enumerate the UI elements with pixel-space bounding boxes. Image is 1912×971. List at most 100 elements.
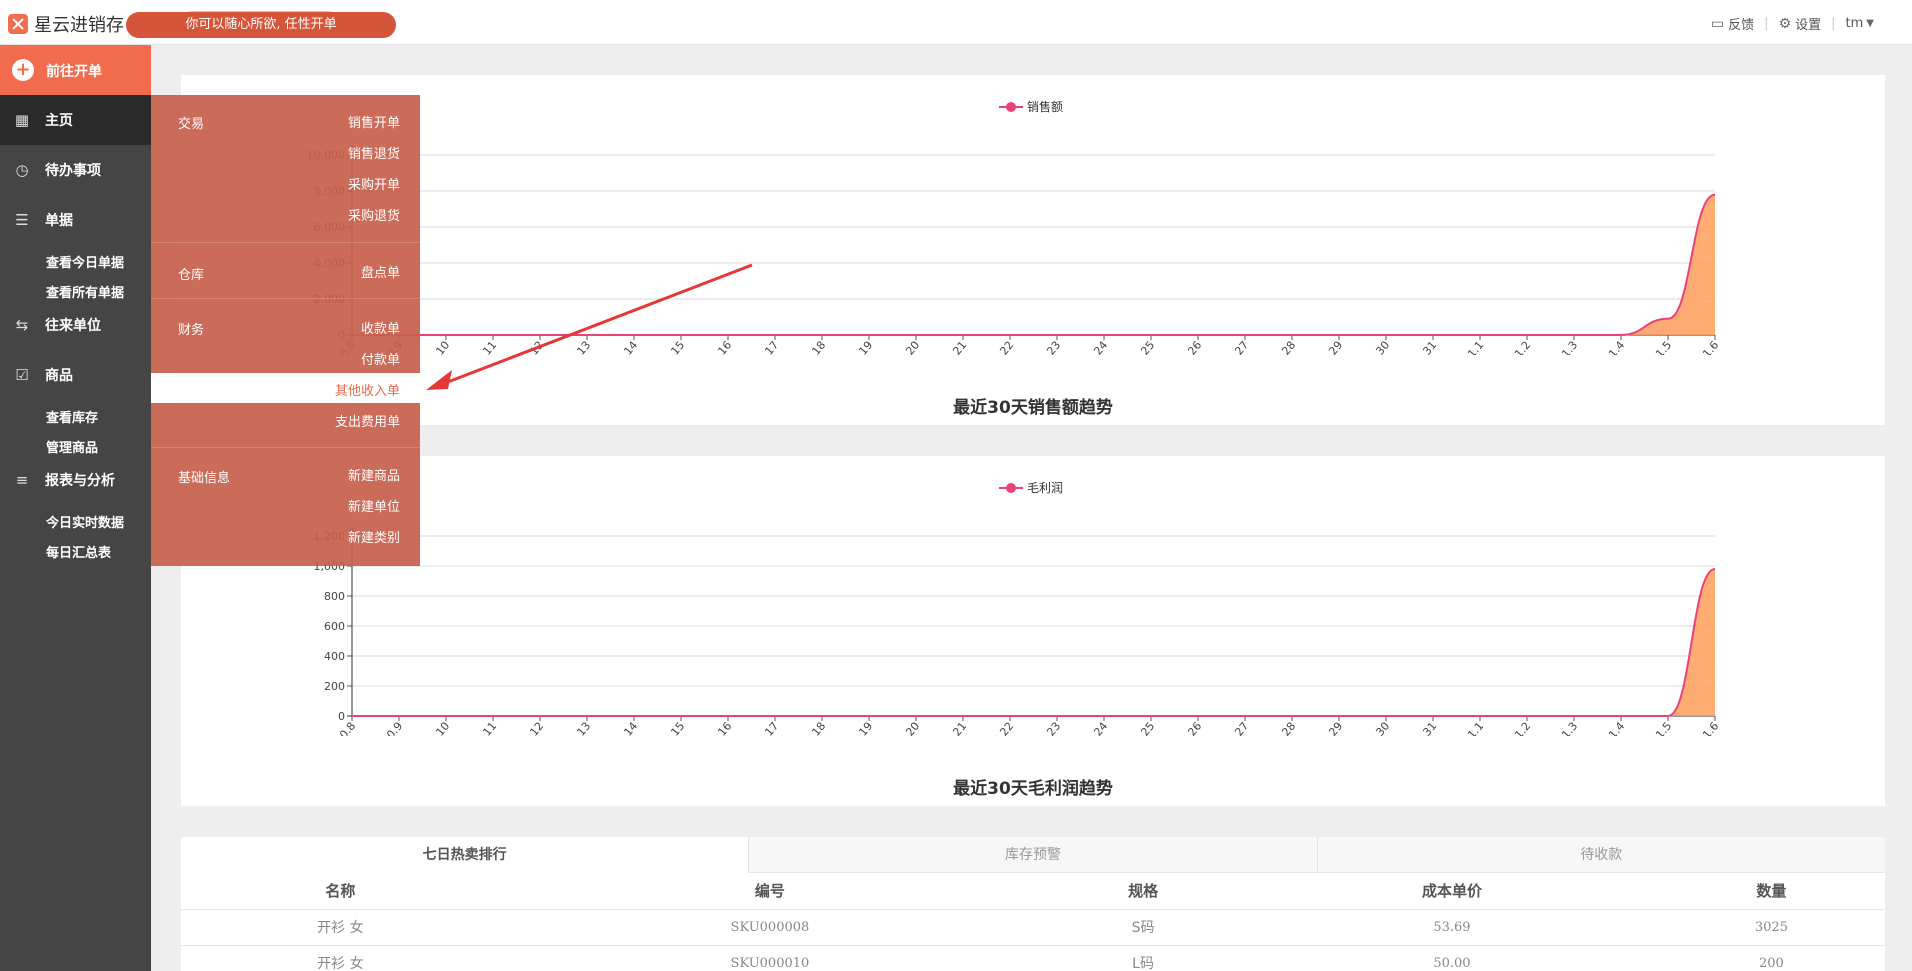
sidebar-item-documents[interactable]: ☰ 单据 bbox=[0, 205, 151, 235]
sales-legend-label: 销售额 bbox=[1027, 100, 1064, 114]
menu-link-new-category[interactable]: 新建类别 bbox=[347, 531, 400, 546]
feedback-link[interactable]: 反馈 bbox=[1728, 18, 1755, 33]
menu-link-new-goods[interactable]: 新建商品 bbox=[347, 469, 400, 484]
tab-hot-sales[interactable]: 七日热卖排行 bbox=[181, 837, 749, 873]
open-order-notice[interactable]: 你可以随心所欲, 任性开单 bbox=[126, 12, 396, 38]
table-row[interactable]: 开衫 女 SKU000010 L码 50.00 200 bbox=[181, 945, 1885, 971]
x-tick-label: 10.12 bbox=[516, 339, 546, 355]
x-tick-label: 10.12 bbox=[516, 720, 546, 736]
x-tick-label: 10.10 bbox=[422, 720, 452, 736]
cell-name: 开衫 女 bbox=[181, 909, 500, 946]
x-tick-label: 10.19 bbox=[845, 339, 875, 355]
y-tick-label: 800 bbox=[324, 590, 345, 603]
menu-link-payment[interactable]: 付款单 bbox=[360, 353, 400, 368]
sidebar-sub-daily-summary[interactable]: 每日汇总表 bbox=[46, 546, 112, 561]
sidebar-sub-inventory[interactable]: 查看库存 bbox=[46, 411, 99, 426]
x-tick-label: 11.6 bbox=[1696, 720, 1722, 736]
sidebar-item-reports[interactable]: ≡ 报表与分析 bbox=[0, 465, 151, 495]
menu-section-warehouse bbox=[151, 243, 420, 299]
x-tick-label: 10.25 bbox=[1127, 720, 1157, 736]
user-menu[interactable]: tm bbox=[1845, 16, 1864, 31]
x-tick-label: 10.8 bbox=[333, 720, 359, 736]
x-tick-label: 10.24 bbox=[1080, 339, 1110, 355]
plus-icon: + bbox=[12, 59, 34, 81]
x-tick-label: 11.3 bbox=[1555, 339, 1581, 355]
sidebar-item-home[interactable]: ▦ 主页 bbox=[0, 95, 151, 145]
x-tick-label: 10.13 bbox=[563, 720, 593, 736]
table-header-row: 名称 编号 规格 成本单价 数量 bbox=[181, 873, 1885, 910]
x-tick-label: 10.15 bbox=[657, 339, 687, 355]
sidebar-todo-label: 待办事项 bbox=[45, 163, 101, 179]
menu-link-stocktake[interactable]: 盘点单 bbox=[360, 266, 400, 281]
sidebar-sub-realtime[interactable]: 今日实时数据 bbox=[46, 516, 125, 531]
sales-chart-title: 最近30天销售额趋势 bbox=[953, 398, 1113, 418]
feedback-icon[interactable]: ▭ bbox=[1710, 15, 1725, 32]
profit-chart: 02004006008001,0001,20010.810.910.1010.1… bbox=[314, 526, 1722, 736]
menu-link-other-income[interactable]: 其他收入单 bbox=[334, 384, 400, 399]
sidebar-home-row: ▦ 主页 bbox=[0, 105, 151, 135]
top-right-actions: ▭ 反馈 | ⚙ 设置 | tm ▼ bbox=[1710, 14, 1878, 34]
x-tick-label: 10.11 bbox=[469, 720, 499, 736]
table-row[interactable]: 开衫 女 SKU000008 S码 53.69 3025 bbox=[181, 909, 1885, 946]
list-icon: ☰ bbox=[15, 211, 29, 229]
sidebar-item-goods[interactable]: ☑ 商品 bbox=[0, 360, 151, 390]
x-tick-label: 11.1 bbox=[1461, 339, 1487, 355]
sidebar-sub-all-docs[interactable]: 查看所有单据 bbox=[46, 286, 125, 301]
menu-link-purchase-return[interactable]: 采购退货 bbox=[347, 209, 400, 224]
x-tick-label: 10.21 bbox=[939, 339, 969, 355]
menu-cat-basic: 基础信息 bbox=[178, 471, 231, 486]
gear-icon[interactable]: ⚙ bbox=[1778, 15, 1792, 32]
profit-legend[interactable]: 毛利润 bbox=[999, 479, 1063, 496]
col-code: 编号 bbox=[499, 873, 1041, 910]
x-tick-label: 11.4 bbox=[1602, 339, 1628, 355]
legend-marker bbox=[999, 101, 1023, 113]
y-tick-label: 0 bbox=[338, 710, 345, 723]
x-tick-label: 10.18 bbox=[798, 720, 828, 736]
menu-link-purchase-order[interactable]: 采购开单 bbox=[347, 178, 400, 193]
x-tick-label: 10.22 bbox=[986, 339, 1016, 355]
cell-name: 开衫 女 bbox=[181, 945, 500, 971]
x-tick-label: 11.3 bbox=[1555, 720, 1581, 736]
cell-spec: L码 bbox=[1040, 945, 1247, 971]
sidebar-sub-today-docs[interactable]: 查看今日单据 bbox=[46, 256, 125, 271]
col-spec: 规格 bbox=[1040, 873, 1247, 910]
app-logo[interactable]: 星云进销存 bbox=[8, 11, 124, 37]
x-tick-label: 10.19 bbox=[845, 720, 875, 736]
x-tick-label: 10.14 bbox=[610, 339, 640, 355]
logo-icon bbox=[8, 14, 28, 34]
chevron-down-icon[interactable]: ▼ bbox=[1866, 18, 1874, 29]
sidebar-item-contacts[interactable]: ⇆ 往来单位 bbox=[0, 310, 151, 340]
clock-icon: ◷ bbox=[15, 161, 29, 179]
sidebar-item-todo[interactable]: ◷ 待办事项 bbox=[0, 155, 151, 185]
x-tick-label: 10.9 bbox=[380, 720, 406, 736]
menu-link-receipt[interactable]: 收款单 bbox=[360, 322, 400, 337]
settings-link[interactable]: 设置 bbox=[1795, 18, 1822, 33]
tab-receivables[interactable]: 待收款 bbox=[1316, 837, 1885, 873]
profit-chart-title: 最近30天毛利润趋势 bbox=[953, 779, 1113, 799]
app-name: 星云进销存 bbox=[34, 15, 124, 36]
x-tick-label: 10.20 bbox=[892, 339, 922, 355]
profit-legend-label: 毛利润 bbox=[1027, 481, 1064, 495]
sales-legend[interactable]: 销售额 bbox=[999, 98, 1063, 115]
checkbox-icon: ☑ bbox=[15, 366, 29, 384]
x-tick-label: 11.4 bbox=[1602, 720, 1628, 736]
x-tick-label: 11.6 bbox=[1696, 339, 1722, 355]
x-tick-label: 10.27 bbox=[1221, 720, 1251, 736]
x-tick-label: 10.23 bbox=[1033, 720, 1063, 736]
x-tick-label: 11.5 bbox=[1649, 339, 1675, 355]
open-order-button[interactable]: + 前往开单 bbox=[0, 45, 151, 95]
menu-divider bbox=[151, 447, 420, 448]
x-tick-label: 10.11 bbox=[469, 339, 499, 355]
menu-link-sales-return[interactable]: 销售退货 bbox=[347, 147, 400, 162]
sidebar-reports-label: 报表与分析 bbox=[45, 473, 115, 489]
x-tick-label: 11.1 bbox=[1461, 720, 1487, 736]
menu-link-sales-order[interactable]: 销售开单 bbox=[347, 116, 400, 131]
cell-cost: 50.00 bbox=[1246, 945, 1658, 971]
sidebar: + 前往开单 ▦ 主页 ◷ 待办事项 ☰ 单据 查看今日单据 查看所有单据 ⇆ … bbox=[0, 45, 151, 971]
menu-link-expense[interactable]: 支出费用单 bbox=[334, 415, 400, 430]
sidebar-sub-manage-goods[interactable]: 管理商品 bbox=[46, 441, 99, 456]
x-tick-label: 10.22 bbox=[986, 720, 1016, 736]
grid-icon: ▦ bbox=[14, 111, 30, 129]
tab-stock-warning[interactable]: 库存预警 bbox=[748, 837, 1317, 873]
menu-link-new-unit[interactable]: 新建单位 bbox=[347, 500, 400, 515]
